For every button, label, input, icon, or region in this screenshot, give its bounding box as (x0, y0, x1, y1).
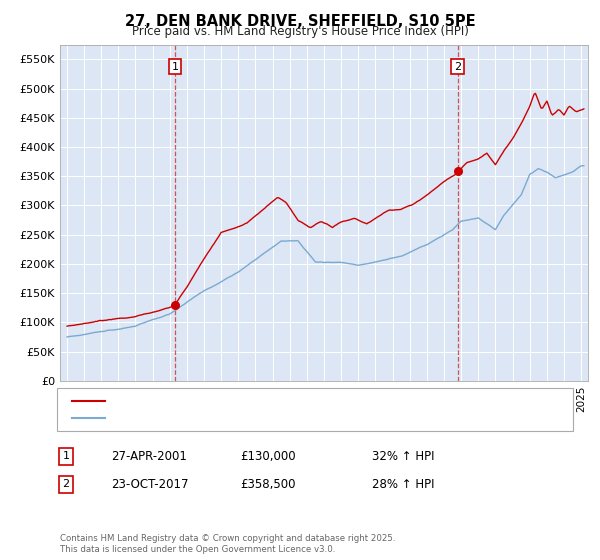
Text: 1: 1 (62, 451, 70, 461)
Text: £130,000: £130,000 (240, 450, 296, 463)
Text: Contains HM Land Registry data © Crown copyright and database right 2025.
This d: Contains HM Land Registry data © Crown c… (60, 534, 395, 554)
Text: £358,500: £358,500 (240, 478, 296, 491)
Text: 27-APR-2001: 27-APR-2001 (111, 450, 187, 463)
Text: 23-OCT-2017: 23-OCT-2017 (111, 478, 188, 491)
Text: 27, DEN BANK DRIVE, SHEFFIELD, S10 5PE (detached house): 27, DEN BANK DRIVE, SHEFFIELD, S10 5PE (… (111, 396, 444, 406)
Text: 1: 1 (172, 62, 178, 72)
Text: HPI: Average price, detached house, Sheffield: HPI: Average price, detached house, Shef… (111, 413, 362, 423)
Text: 2: 2 (454, 62, 461, 72)
Text: 2: 2 (62, 479, 70, 489)
Text: 28% ↑ HPI: 28% ↑ HPI (372, 478, 434, 491)
Text: 27, DEN BANK DRIVE, SHEFFIELD, S10 5PE: 27, DEN BANK DRIVE, SHEFFIELD, S10 5PE (125, 14, 475, 29)
Text: 32% ↑ HPI: 32% ↑ HPI (372, 450, 434, 463)
Text: Price paid vs. HM Land Registry's House Price Index (HPI): Price paid vs. HM Land Registry's House … (131, 25, 469, 38)
